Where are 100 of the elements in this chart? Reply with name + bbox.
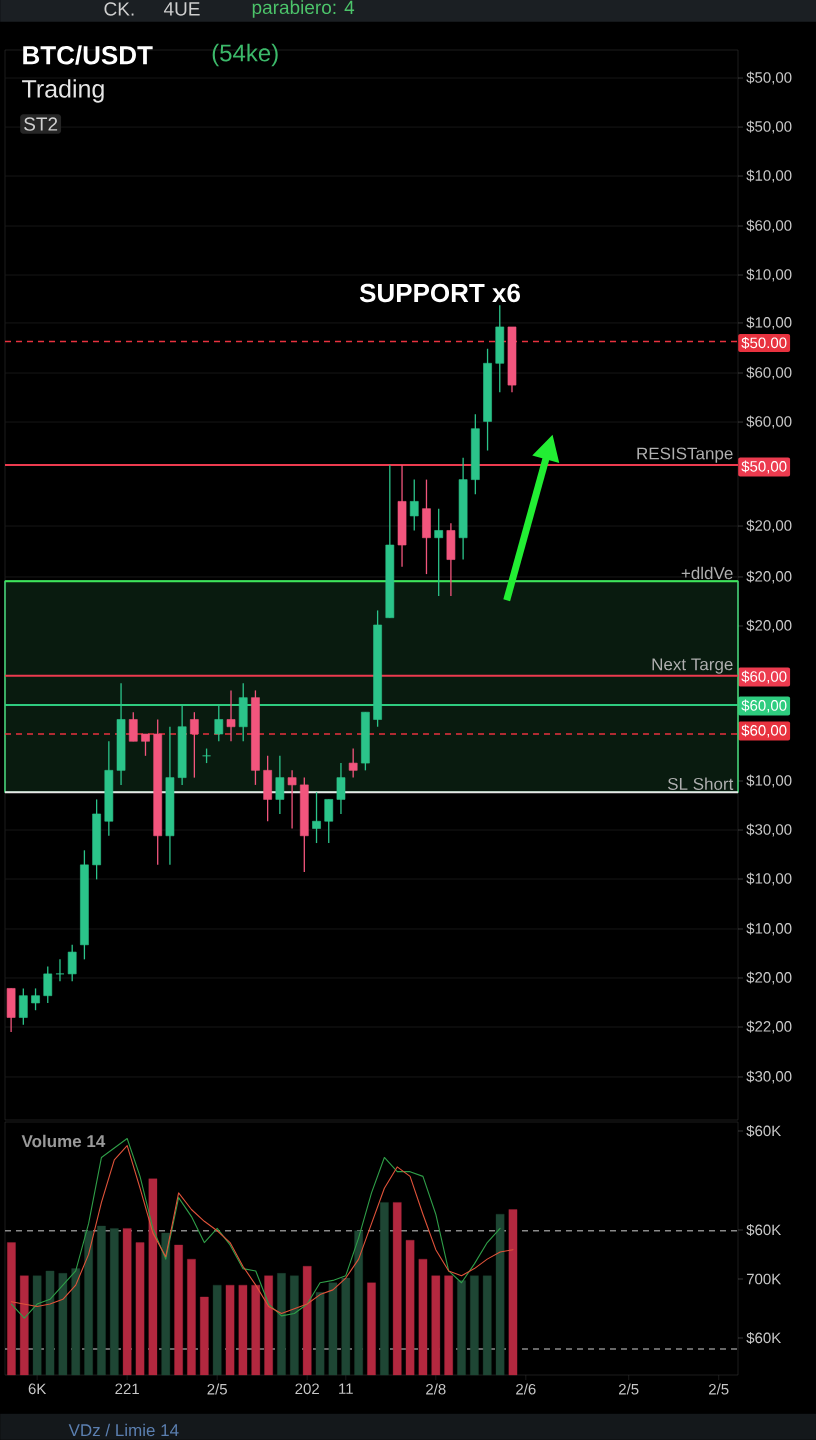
x-tick-label: 2/8 [426, 1383, 446, 1395]
bar [71, 1268, 80, 1376]
bar [161, 1232, 171, 1376]
candlestick [336, 762, 346, 815]
bar [122, 1228, 132, 1376]
text: $20,00 [746, 519, 792, 533]
x-tick-label: 6K [28, 1383, 47, 1395]
x-tick-label: 202 [295, 1383, 319, 1395]
text: $60K [746, 1124, 782, 1138]
ref-line-label: +dldVe [681, 566, 733, 580]
bar [380, 1202, 389, 1376]
bar [482, 1275, 492, 1376]
x-tick-label: 221 [115, 1383, 139, 1394]
bar [7, 1242, 16, 1376]
text: $50,00 [746, 71, 792, 85]
bar [405, 1240, 415, 1376]
text: $60K [746, 1331, 782, 1345]
text: $60K [746, 1223, 782, 1237]
text: $60,00 [746, 366, 792, 380]
bar [251, 1284, 261, 1376]
bar [392, 1202, 402, 1376]
text: $30,00 [746, 823, 792, 837]
chart-subtitle: Trading [22, 79, 104, 103]
bar [212, 1284, 222, 1376]
bar [444, 1275, 453, 1376]
candlestick [31, 987, 40, 1011]
x-tick-label: 2/5 [207, 1383, 227, 1395]
bar [20, 1275, 29, 1376]
text: $60,00 [741, 670, 787, 684]
candlestick [190, 711, 199, 779]
text: $50.00 [741, 336, 787, 350]
text: $10,00 [746, 316, 792, 330]
bar [97, 1225, 106, 1376]
x-tick-label: 2/5 [709, 1383, 729, 1395]
ref-line-label: Next Targe [652, 658, 733, 674]
bar [45, 1270, 55, 1376]
bar [264, 1275, 273, 1376]
x-tick-label: 2/5 [619, 1383, 639, 1395]
candlestick [275, 755, 285, 815]
text: (54ke) [212, 43, 278, 67]
text: 700K [746, 1273, 782, 1285]
bar [341, 1277, 351, 1376]
bar [135, 1242, 145, 1376]
bar [200, 1296, 209, 1376]
candlestick [348, 747, 358, 779]
bar [58, 1273, 68, 1376]
bar [431, 1275, 441, 1376]
bar [328, 1282, 338, 1376]
bar [225, 1284, 235, 1376]
bar [418, 1258, 428, 1376]
bar [354, 1230, 363, 1376]
text: $60,00 [746, 219, 792, 233]
text: $50,00 [746, 120, 792, 134]
text: $22,00 [746, 1020, 792, 1034]
candlestick [55, 958, 65, 982]
bar [290, 1275, 299, 1376]
text: CK. [104, 2, 134, 16]
text: $50,00 [741, 460, 787, 474]
candlestick [18, 987, 28, 1026]
bar [148, 1178, 158, 1376]
bar [302, 1266, 312, 1376]
chart-title: BTC/USDT [23, 45, 153, 65]
bar [457, 1280, 466, 1376]
ref-line-label: SL Short [667, 777, 734, 790]
text: $10,00 [746, 922, 792, 936]
text: parabiero: 4 [252, 0, 355, 18]
candlestick [226, 689, 236, 742]
text: $60,00 [741, 699, 787, 713]
bar [32, 1275, 42, 1376]
text: $10,00 [746, 872, 792, 886]
bar [367, 1282, 376, 1376]
candlestick [43, 965, 53, 1004]
candlestick [128, 711, 138, 742]
text: $20,00 [746, 570, 792, 584]
text: $10,00 [746, 268, 792, 282]
bar [508, 1209, 518, 1376]
bar [84, 1230, 93, 1376]
text: $30,00 [746, 1070, 792, 1084]
text: SUPPORT x6 [359, 283, 520, 303]
x-tick-label: 2/6 [516, 1383, 536, 1395]
candlestick [312, 791, 321, 844]
bar [174, 1244, 183, 1376]
bar [187, 1258, 196, 1376]
bar [277, 1273, 286, 1376]
candlestick [287, 769, 297, 830]
bar [470, 1275, 479, 1376]
bar [495, 1214, 505, 1376]
ref-line-label: RESISTanpe [637, 447, 733, 463]
candlestick [67, 944, 77, 982]
text: $60,00 [741, 724, 787, 738]
text: $60,00 [746, 415, 792, 429]
text: $20,00 [746, 619, 792, 633]
bar [110, 1228, 119, 1376]
x-tick-label: 11 [339, 1383, 353, 1394]
text: ST2 [24, 117, 58, 131]
bar [238, 1284, 248, 1376]
text: 4UE [163, 2, 200, 16]
candlestick [409, 478, 419, 532]
candlestick [324, 798, 334, 844]
text: VDz / Limie 14 [68, 1423, 179, 1437]
